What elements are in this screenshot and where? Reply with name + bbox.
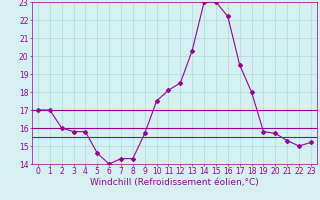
X-axis label: Windchill (Refroidissement éolien,°C): Windchill (Refroidissement éolien,°C) (90, 178, 259, 187)
